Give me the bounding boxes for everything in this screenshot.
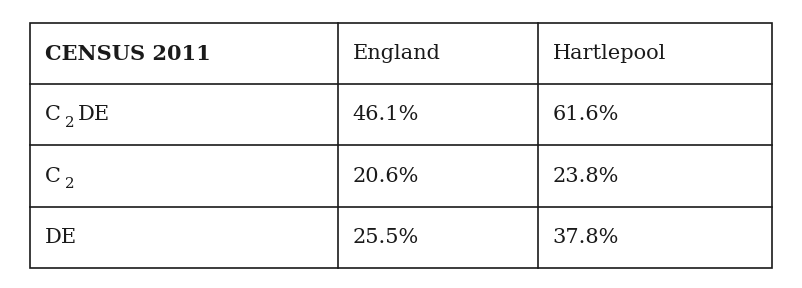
Text: 61.6%: 61.6% bbox=[553, 105, 619, 124]
Text: 2: 2 bbox=[66, 177, 75, 191]
Text: 23.8%: 23.8% bbox=[553, 166, 619, 185]
Text: C: C bbox=[45, 105, 61, 124]
Text: 25.5%: 25.5% bbox=[352, 228, 419, 247]
Text: 37.8%: 37.8% bbox=[553, 228, 619, 247]
Text: DE: DE bbox=[45, 228, 77, 247]
Text: 46.1%: 46.1% bbox=[352, 105, 419, 124]
Text: C: C bbox=[45, 166, 61, 185]
Text: 2: 2 bbox=[66, 116, 75, 130]
Text: DE: DE bbox=[78, 105, 110, 124]
Text: 20.6%: 20.6% bbox=[352, 166, 419, 185]
Text: Hartlepool: Hartlepool bbox=[553, 44, 666, 63]
Text: CENSUS 2011: CENSUS 2011 bbox=[45, 44, 211, 64]
Text: England: England bbox=[352, 44, 440, 63]
Bar bbox=[30, 23, 772, 268]
